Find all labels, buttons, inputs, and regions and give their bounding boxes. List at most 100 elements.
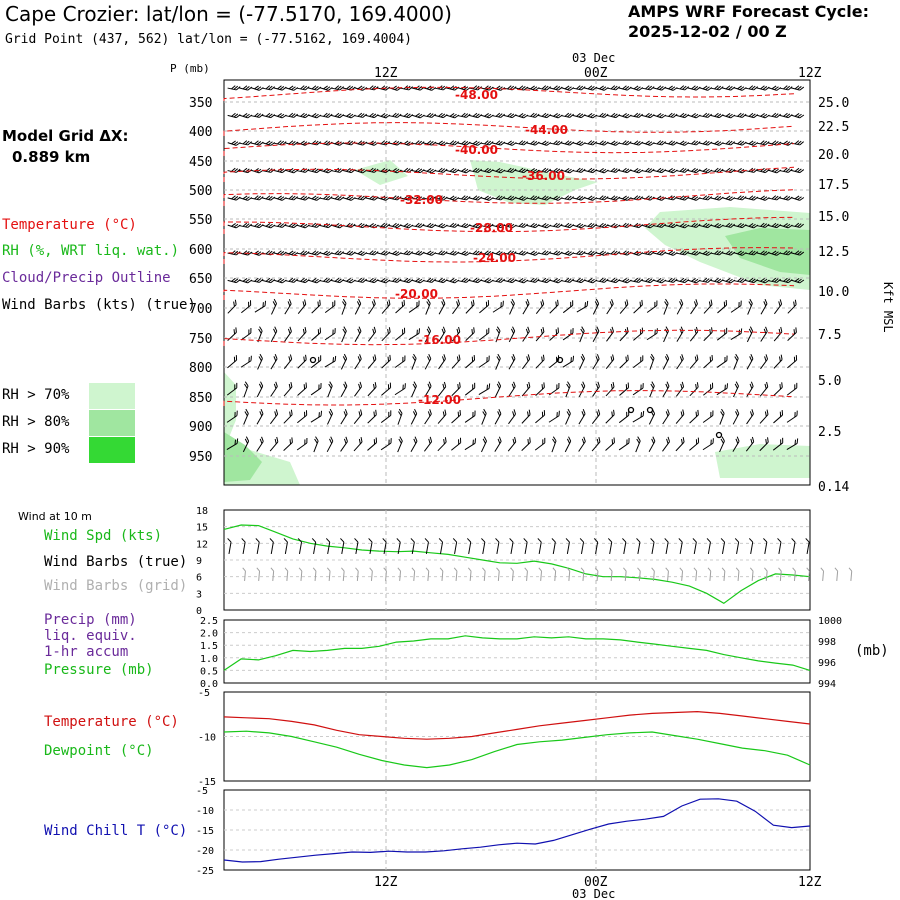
surface-wind-barb [283, 538, 288, 554]
wind-barb [689, 409, 699, 424]
wind-barb [549, 195, 563, 201]
liq-equiv-label: liq. equiv. [44, 628, 137, 644]
wind-barb [786, 438, 799, 451]
wind-barb [411, 250, 425, 256]
surface-grid-barb [425, 567, 430, 582]
time-tick-bottom: 12Z [798, 875, 822, 890]
wind-barb [480, 195, 494, 201]
wind-barb [607, 195, 621, 201]
height-tick-label: 0.14 [818, 480, 849, 495]
wind-barb [687, 113, 701, 119]
height-tick-label: 12.5 [818, 245, 849, 260]
wind-barb [526, 195, 540, 201]
wind-barb [451, 382, 461, 397]
wind-barb [786, 410, 798, 423]
wind-barb [710, 195, 724, 201]
wind-barb [787, 327, 797, 341]
wind-barb [446, 167, 460, 174]
wind-barb [687, 85, 701, 91]
wind-10m-label: Wind at 10 m [18, 510, 92, 523]
dewpoint-line [223, 730, 811, 769]
pressure-tick-label: 650 [189, 272, 212, 287]
wind-barb [250, 222, 264, 229]
wind-barb [606, 85, 620, 91]
wind-barb [283, 409, 293, 424]
wind-barb [341, 326, 347, 343]
wind-barb [618, 222, 632, 228]
wind-barb [526, 222, 540, 229]
wind-barb [722, 85, 736, 91]
wind-barb [572, 195, 586, 201]
wind-barb [381, 299, 391, 314]
temperature-contour-label: -44.00 [525, 123, 568, 137]
temperature-contour-label: -20.00 [395, 287, 438, 301]
surface-grid-barb [242, 567, 246, 582]
wind-barb [354, 222, 368, 229]
wind-barb [791, 278, 805, 284]
pressure-tick-label: 850 [189, 391, 212, 406]
pressure-tick-label: 700 [189, 302, 212, 317]
wind-barb [446, 278, 460, 284]
pressure-tick-label: 450 [189, 155, 212, 170]
wind-barb [342, 222, 356, 228]
wind-barb [561, 140, 575, 146]
wind-barb [341, 298, 347, 315]
wind-barb [408, 328, 421, 341]
wind-barb [262, 140, 276, 146]
wind-tick-label: 9 [196, 556, 202, 567]
wind-barb [340, 436, 348, 452]
wind-barb [722, 250, 736, 256]
surface-grid-barb [369, 567, 373, 582]
pressure-tick-label: 400 [189, 125, 212, 140]
wind-barb [779, 195, 793, 201]
wind-barb [480, 278, 494, 284]
wind-barb [394, 355, 406, 368]
surface-wind-barb [340, 538, 345, 554]
surface-wind-barb [466, 538, 472, 554]
surface-grid-barb [496, 567, 500, 582]
wind-barb [296, 140, 310, 146]
wind-barb [227, 277, 241, 284]
wind-barb [410, 436, 418, 452]
wind-barb [388, 112, 402, 118]
wind-barb [423, 140, 437, 146]
wind-barb [319, 168, 333, 174]
wind-barb [469, 195, 483, 201]
wind-barb [733, 140, 747, 146]
wind-barb [579, 326, 585, 343]
wind-barb [584, 278, 598, 284]
temperature-line [223, 710, 811, 740]
wind-barb [243, 408, 249, 425]
temperature-contour-label: -28.00 [470, 221, 513, 235]
wind-barb [434, 167, 448, 173]
wind-barb [296, 437, 308, 451]
rh80-region [715, 444, 810, 478]
wind-barb [319, 112, 333, 118]
wind-barb [227, 140, 241, 146]
wind-barb [521, 437, 531, 452]
wind-barb [689, 354, 699, 369]
wind-barb [779, 250, 793, 256]
wind-barb [722, 167, 736, 174]
wind-barb [641, 140, 655, 146]
precip-tick-label: 1.0 [200, 654, 218, 665]
pressure-tick-label-right: 1000 [818, 616, 842, 627]
wind-barb [308, 250, 322, 256]
temperature-contour-label: -48.00 [455, 88, 498, 102]
wind-barb [297, 410, 308, 424]
wind-barb [319, 277, 333, 283]
wind-barb [549, 140, 563, 146]
temperature-contour [223, 283, 795, 300]
wind-barb [618, 167, 632, 174]
surface-grid-barb [834, 567, 839, 582]
wind-barb [494, 381, 502, 398]
wind-barb [365, 250, 379, 256]
wind-barb [633, 299, 643, 314]
time-tick-bottom: 00Z [584, 875, 608, 890]
wind-barb [310, 383, 322, 396]
rh70-region [355, 160, 408, 185]
wind-barb [746, 409, 754, 425]
surface-wind-barb [734, 538, 740, 554]
wind-barb [664, 112, 678, 118]
wind-barb [227, 195, 241, 201]
